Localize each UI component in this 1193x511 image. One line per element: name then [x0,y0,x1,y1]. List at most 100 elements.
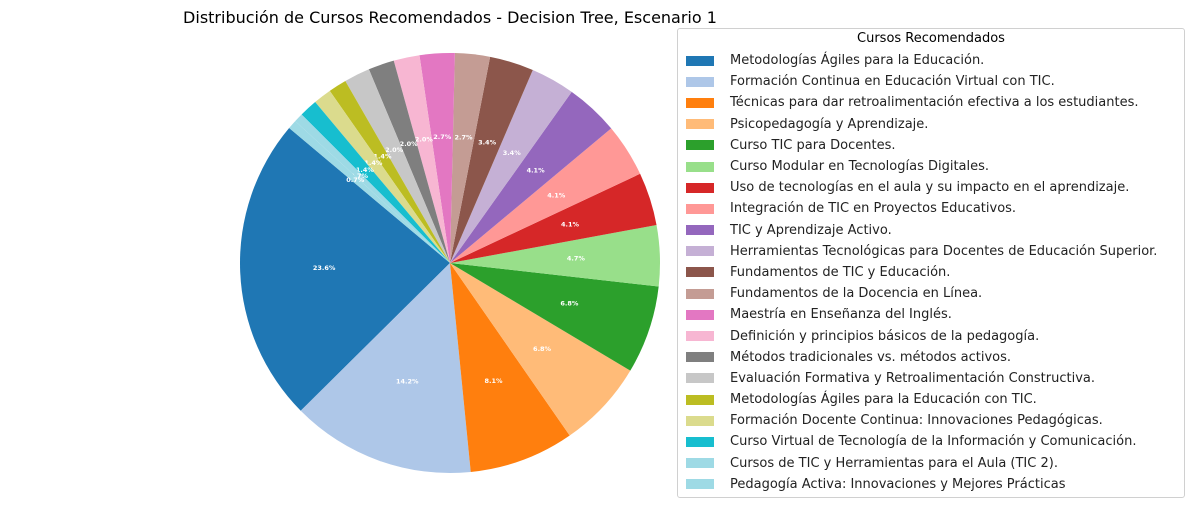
legend-label: Evaluación Formativa y Retroalimentación… [730,370,1095,386]
legend-swatch [686,415,714,426]
pie-slice-14 [393,55,450,264]
legend-swatch [686,331,714,342]
legend-swatch [686,436,714,447]
slice-pct-label-21: 0.7% [346,176,365,184]
legend-swatch [686,373,714,384]
legend-label: Formación Continua en Educación Virtual … [730,74,1055,90]
slice-pct-label-1: 23.6% [313,264,336,272]
chart-title: Distribución de Cursos Recomendados - De… [183,8,717,27]
legend-label: Técnicas para dar retroalimentación efec… [730,95,1139,111]
legend-items: Metodologías Ágiles para la Educación. Fo… [678,50,1184,495]
pie-slice-13 [419,53,455,263]
legend-label: Curso TIC para Docentes. [730,137,896,153]
slice-pct-label-10: 3.4% [503,149,522,157]
pie-slice-15 [368,60,450,263]
legend-label: Métodos tradicionales vs. métodos activo… [730,349,1012,365]
pie-slice-18 [315,90,450,264]
legend-item-18: Formación Docente Continua: Innovaciones… [678,410,1184,431]
pie-slice-11 [450,56,533,264]
legend-swatch [686,309,714,320]
legend-item-13: Maestría en Enseñanza del Inglés. [678,304,1184,325]
legend-item-20: Cursos de TIC y Herramientas para el Aul… [678,453,1184,474]
legend-swatch [686,76,714,87]
legend-label: Cursos de TIC y Herramientas para el Aul… [730,455,1058,471]
legend-label: Metodologías Ágiles para la Educación co… [730,392,1037,408]
legend-label: Fundamentos de TIC y Educación. [730,264,951,280]
legend-swatch [686,458,714,469]
legend-item-2: Formación Continua en Educación Virtual … [678,71,1184,92]
slice-pct-label-13: 2.7% [433,133,452,141]
pie-chart: 23.6% 14.2% 8.1% 6.8% 6.8% 4.7% 4.1% 4.1% 4.1% 3.… [239,53,661,473]
legend-item-7: Uso de tecnologías en el aula y su impac… [678,177,1184,198]
slice-pct-label-2: 14.2% [396,378,419,386]
slice-pct-label-18: 1.4% [364,159,383,167]
legend-swatch [686,203,714,214]
legend-item-9: TIC y Aprendizaje Activo. [678,220,1184,241]
slice-pct-label-17: 1.4% [373,153,392,161]
legend-label: Formación Docente Continua: Innovaciones… [730,413,1103,429]
legend-label: Curso Modular en Tecnologías Digitales. [730,159,990,175]
legend-item-21: Pedagogía Activa: Innovaciones y Mejores… [678,474,1184,495]
legend-item-10: Herramientas Tecnológicas para Docentes … [678,241,1184,262]
legend-swatch [686,55,714,66]
pie-slice-21 [289,121,450,264]
legend-label: Herramientas Tecnológicas para Docentes … [730,243,1158,259]
legend: Cursos Recomendados Metodologías Ágiles … [677,28,1185,498]
pie-slice-3 [450,263,570,472]
slice-pct-label-5: 6.8% [560,299,579,307]
legend-label: Definición y principios básicos de la pe… [730,328,1040,344]
legend-swatch [686,479,714,490]
slice-pct-label-19: 1.4% [356,166,375,174]
legend-swatch [686,246,714,257]
legend-item-6: Curso Modular en Tecnologías Digitales. [678,156,1184,177]
slice-pct-label-20: 0.7% [350,172,369,180]
slice-pct-label-15: 2.0% [400,140,419,148]
pie-slice-9 [450,91,612,263]
legend-swatch [686,140,714,151]
legend-item-1: Metodologías Ágiles para la Educación. [678,50,1184,71]
legend-item-11: Fundamentos de TIC y Educación. [678,262,1184,283]
legend-swatch [686,288,714,299]
legend-swatch [686,97,714,108]
pie-slice-20 [295,114,450,263]
slice-pct-label-9: 4.1% [527,167,546,175]
legend-title: Cursos Recomendados [857,31,1005,46]
legend-swatch [686,225,714,236]
legend-item-15: Métodos tradicionales vs. métodos activo… [678,347,1184,368]
slice-pct-label-14: 2.0% [415,136,434,144]
slice-pct-label-4: 6.8% [533,345,552,353]
pie-slice-10 [450,70,572,263]
legend-item-3: Técnicas para dar retroalimentación efec… [678,92,1184,113]
legend-swatch [686,394,714,405]
pie-slice-7 [450,173,657,263]
legend-label: Uso de tecnologías en el aula y su impac… [730,180,1130,196]
legend-label: Maestría en Enseñanza del Inglés. [730,307,952,323]
pie-slice-19 [301,102,450,264]
slice-pct-label-12: 2.7% [455,134,474,142]
slice-pct-label-8: 4.1% [547,191,566,199]
pie-slice-8 [450,128,641,263]
slice-pct-label-16: 2.0% [385,146,404,154]
pie-slice-12 [450,53,491,263]
legend-item-8: Integración de TIC en Proyectos Educativ… [678,198,1184,219]
pie-slice-4 [450,263,631,436]
pie-slice-2 [300,263,471,473]
legend-item-16: Evaluación Formativa y Retroalimentación… [678,368,1184,389]
pie-slice-16 [345,69,450,263]
pie-slice-1 [239,128,450,411]
slice-pct-label-7: 4.1% [561,221,580,229]
legend-item-12: Fundamentos de la Docencia en Línea. [678,283,1184,304]
legend-item-17: Metodologías Ágiles para la Educación co… [678,389,1184,410]
legend-label: Fundamentos de la Docencia en Línea. [730,286,983,302]
legend-label: Curso Virtual de Tecnología de la Inform… [730,434,1137,450]
pie-slice-17 [329,80,450,263]
legend-swatch [686,119,714,130]
pie-slice-6 [450,224,661,287]
slice-pct-label-3: 8.1% [485,377,504,385]
legend-swatch [686,267,714,278]
legend-label: Psicopedagogía y Aprendizaje. [730,116,929,132]
legend-item-4: Psicopedagogía y Aprendizaje. [678,114,1184,135]
legend-label: Pedagogía Activa: Innovaciones y Mejores… [730,476,1066,492]
legend-label: Metodologías Ágiles para la Educación. [730,53,985,69]
legend-item-14: Definición y principios básicos de la pe… [678,325,1184,346]
